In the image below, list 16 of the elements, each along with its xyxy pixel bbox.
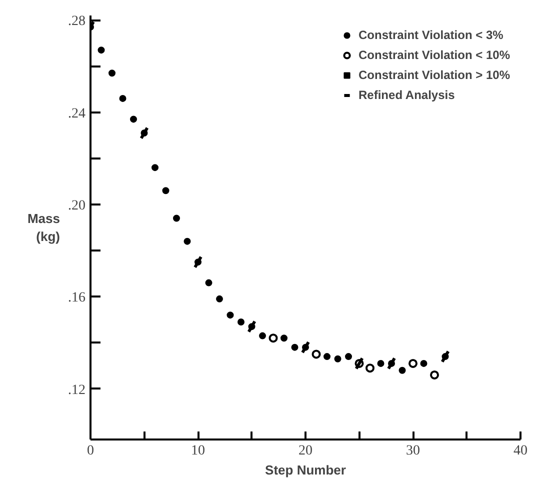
x-tick-label: 0 xyxy=(87,444,94,458)
x-tick-label: 30 xyxy=(406,444,420,458)
y-axis-title: Mass (kg) xyxy=(27,211,60,244)
x-tick-label: 20 xyxy=(298,444,312,458)
legend-label: Refined Analysis xyxy=(358,88,455,102)
x-axis-title: Step Number xyxy=(265,462,346,478)
y-tick-label: .20 xyxy=(68,198,86,214)
legend-label: Constraint Violation < 10% xyxy=(358,48,510,62)
y-tick-label: .12 xyxy=(68,382,86,398)
legend-label: Constraint Violation < 3% xyxy=(358,28,504,42)
legend-label: Constraint Violation > 10% xyxy=(358,68,510,82)
x-tick-label: 40 xyxy=(514,444,528,458)
x-tick-label: 10 xyxy=(191,444,205,458)
y-tick-label: .28 xyxy=(68,14,86,30)
y-tick-label: .16 xyxy=(68,290,86,306)
y-tick-label: .24 xyxy=(68,106,86,122)
